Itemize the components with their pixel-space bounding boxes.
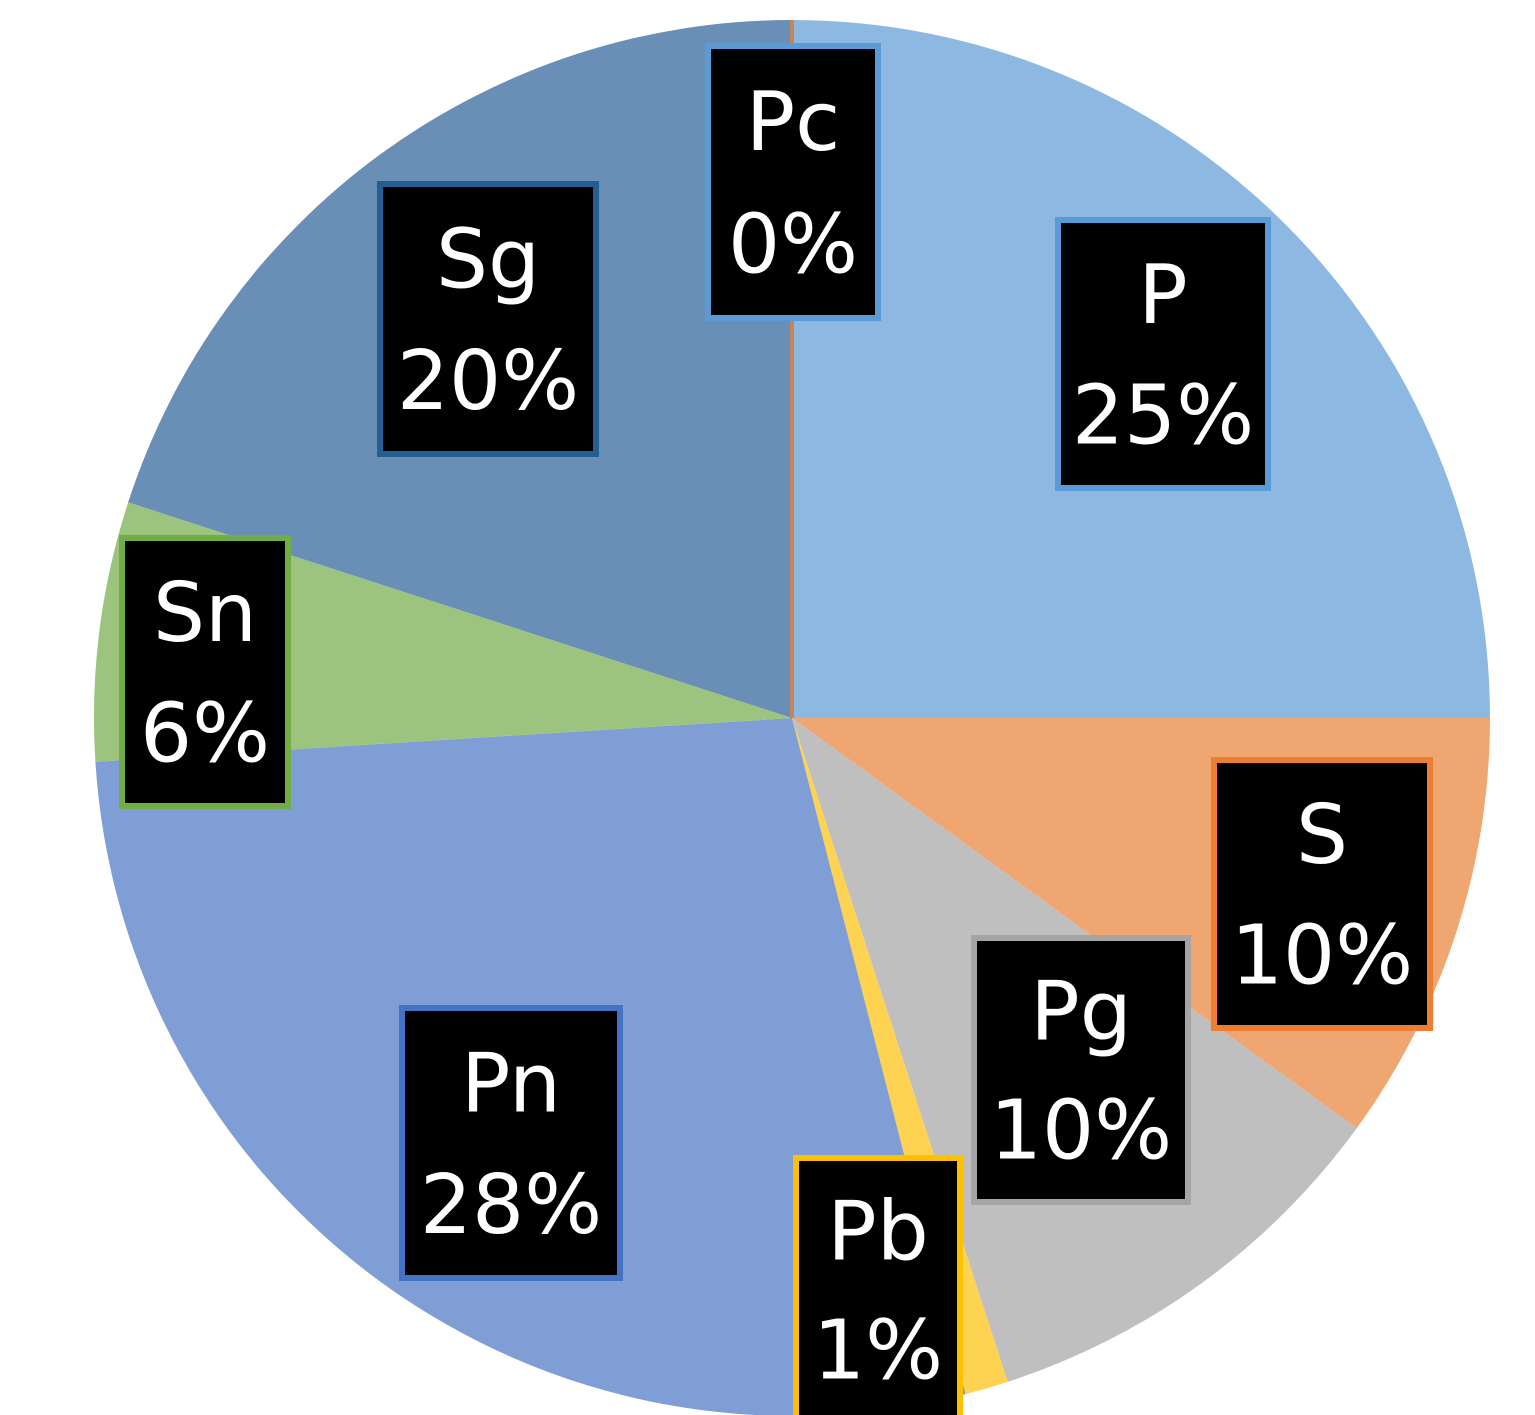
data-label-box-sn [119,535,291,809]
data-label-percent-pb: 1% [813,1303,943,1398]
data-label-box-sg [377,181,599,457]
data-label-category-pg: Pg [1030,965,1132,1060]
data-label-sn: Sn 6% [119,535,291,809]
data-label-category-s: S [1296,788,1348,883]
data-label-percent-pn: 28% [420,1158,602,1253]
data-label-pg: Pg 10% [971,935,1191,1205]
data-label-percent-sg: 20% [397,334,579,429]
data-label-box-p [1055,217,1271,491]
data-label-category-pc: Pc [746,75,841,170]
data-label-pn: Pn 28% [399,1005,623,1281]
data-label-box-pc [705,43,881,321]
data-label-box-pn [399,1005,623,1281]
data-label-percent-pc: 0% [728,197,858,292]
data-label-category-pb: Pb [827,1185,929,1280]
data-label-box-pb [793,1155,963,1415]
data-label-category-p: P [1138,248,1187,343]
data-label-box-pg [971,935,1191,1205]
data-label-pb: Pb 1% [793,1155,963,1415]
data-label-sg: Sg 20% [377,181,599,457]
data-label-percent-pg: 10% [990,1083,1172,1178]
data-label-s: S 10% [1211,757,1433,1031]
data-label-box-s [1211,757,1433,1031]
data-label-percent-p: 25% [1072,368,1254,463]
data-label-pc: Pc 0% [705,43,881,321]
data-label-percent-sn: 6% [140,686,270,781]
pie-labels: P 25% S 10% Pg 10% Pb 1% Pn 28% Sn 6% Sg 20% Pc 0% [119,43,1433,1415]
data-label-p: P 25% [1055,217,1271,491]
data-label-category-sg: Sg [436,212,540,307]
data-label-category-pn: Pn [461,1036,561,1131]
data-label-percent-s: 10% [1231,908,1413,1003]
data-label-category-sn: Sn [153,566,257,661]
